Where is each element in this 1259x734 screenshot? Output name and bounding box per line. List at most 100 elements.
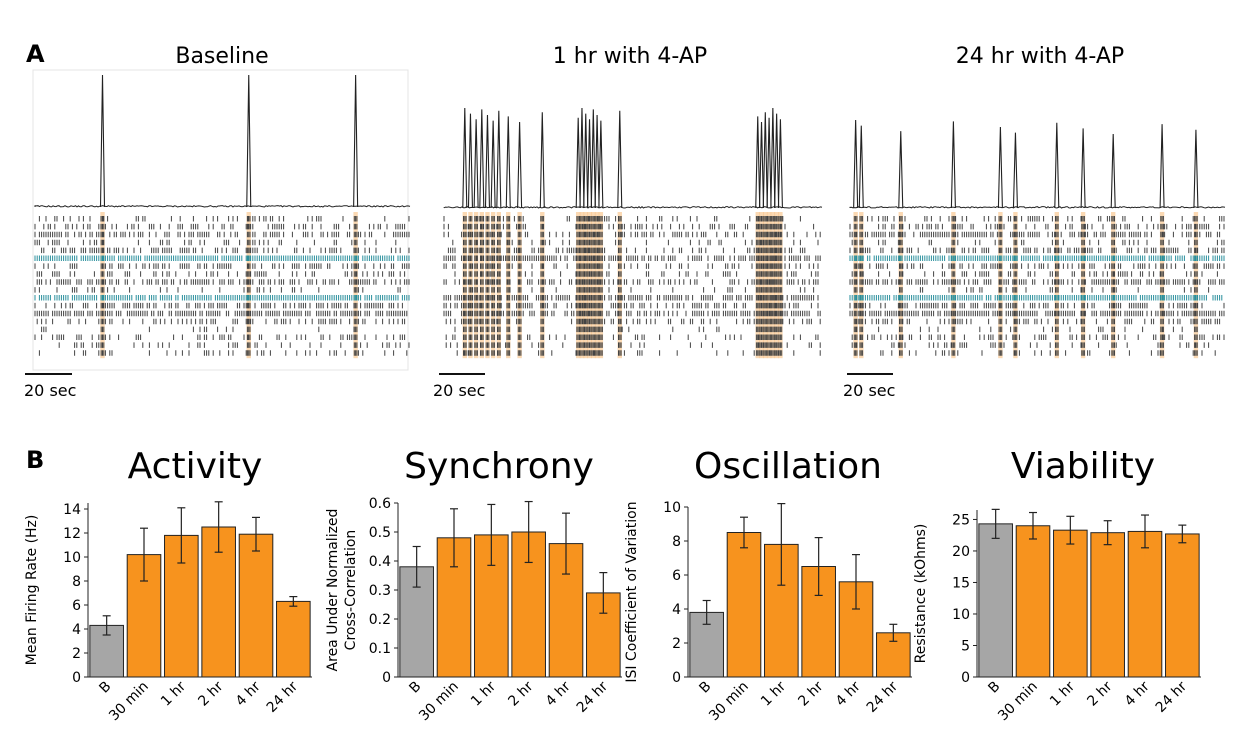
burst-highlight <box>598 212 604 359</box>
burst-highlight <box>506 212 511 359</box>
x-tick-label: 30 min <box>416 679 462 725</box>
chart-oscillation: Oscillation ISI Coefficient of Variation 0… <box>624 446 912 724</box>
burst-highlight <box>479 212 484 359</box>
burst-highlight <box>468 212 473 359</box>
chart-viability: Viability Resistance (kOhms) 0 5 10 15 20 25 B30… <box>913 446 1201 724</box>
raster-row <box>849 302 1225 309</box>
burst-highlight <box>1111 212 1116 359</box>
population-trace <box>849 205 1226 209</box>
raster-row <box>34 223 406 230</box>
burst-highlight <box>1193 212 1199 359</box>
scale-bar-label: 20 sec <box>843 381 895 400</box>
x-tick-label: 2 hr <box>505 678 536 709</box>
burst-peak <box>590 109 596 209</box>
y-tick-label: 8 <box>72 574 81 590</box>
raster-row <box>443 255 821 261</box>
y-tick-label: 0.5 <box>369 525 391 541</box>
y-tick-label: 14 <box>63 502 81 518</box>
bar-30-min <box>1015 525 1051 678</box>
x-tick-label: 2 hr <box>1084 678 1115 709</box>
burst-highlight <box>1013 212 1018 359</box>
y-tick-label: 10 <box>663 500 681 516</box>
burst-peak <box>473 119 479 209</box>
chart-title: Oscillation <box>694 446 882 487</box>
x-tick-label: 1 hr <box>158 678 189 709</box>
bar-24-hr <box>1165 533 1200 678</box>
y-tick-label: 2 <box>672 636 681 652</box>
raster-row <box>853 287 1210 293</box>
x-tick-label: 1 hr <box>758 678 789 709</box>
y-tick-label: 0 <box>672 670 681 686</box>
raster-row <box>849 279 1225 285</box>
burst-peak <box>762 112 768 209</box>
burst-peak <box>758 121 765 209</box>
raster-24hr: 24 hr with 4-AP 20 sec <box>843 44 1226 400</box>
raster-frame <box>32 69 409 371</box>
burst-highlight <box>898 212 903 359</box>
y-tick-label: 10 <box>952 607 970 623</box>
burst-highlight <box>517 212 522 359</box>
burst-peak <box>594 114 600 209</box>
burst-highlight <box>770 212 776 359</box>
y-tick-label: 0.4 <box>369 554 391 570</box>
raster-row <box>34 310 408 317</box>
raster-row <box>849 247 1225 254</box>
bar-4-hr <box>1127 530 1163 678</box>
burst-peak <box>586 119 593 209</box>
raster-row <box>34 287 401 293</box>
y-tick-label: 6 <box>72 598 81 614</box>
x-tick-label: B <box>985 679 1003 697</box>
burst-peak <box>539 112 545 209</box>
x-tick-label: 30 min <box>706 679 752 725</box>
x-tick-label: 24 hr <box>264 678 302 716</box>
burst-peak <box>1110 133 1116 209</box>
chart-title: Synchrony <box>404 446 594 487</box>
burst-highlight <box>540 212 545 359</box>
raster-row <box>34 334 406 340</box>
y-axis-label: Resistance (kOhms) <box>913 524 929 664</box>
raster-row <box>443 223 815 230</box>
x-tick-label: B <box>696 679 714 697</box>
raster-row <box>443 263 819 269</box>
raster-row <box>41 326 358 333</box>
x-tick-label: 4 hr <box>1122 678 1153 709</box>
population-trace <box>34 204 411 208</box>
burst-peak <box>997 126 1003 209</box>
burst-peak <box>755 116 761 209</box>
burst-peak <box>1080 128 1086 209</box>
burst-peak <box>517 121 523 209</box>
raster-row <box>463 287 815 293</box>
bar-2-hr <box>1090 532 1125 678</box>
burst-highlight <box>594 212 600 359</box>
raster-row <box>447 247 806 254</box>
burst-highlight <box>575 212 581 359</box>
burst-highlight <box>853 212 858 359</box>
x-tick-label: 4 hr <box>233 678 264 709</box>
raster-row <box>443 310 821 317</box>
raster-row <box>849 310 1225 317</box>
y-tick-label: 0 <box>72 670 81 686</box>
burst-peak <box>774 113 780 209</box>
raster-row <box>443 231 821 238</box>
y-tick-label: 0.3 <box>369 583 391 599</box>
panel-b-label: B <box>26 446 44 474</box>
y-tick-label: 15 <box>952 575 970 591</box>
raster-row <box>34 239 397 246</box>
burst-highlight <box>617 212 622 359</box>
y-tick-label: 20 <box>952 544 970 560</box>
x-tick-label: 4 hr <box>543 678 574 709</box>
x-tick-label: 4 hr <box>833 678 864 709</box>
raster-row <box>41 247 410 254</box>
burst-highlight <box>778 212 783 359</box>
burst-peak <box>575 117 581 209</box>
burst-peak <box>598 120 604 209</box>
raster-row <box>38 350 408 356</box>
burst-highlight <box>951 212 956 359</box>
raster-title-baseline: Baseline <box>175 44 268 69</box>
x-tick-label: 2 hr <box>795 678 826 709</box>
burst-peak <box>770 107 776 209</box>
raster-title-24hr: 24 hr with 4-AP <box>956 44 1124 69</box>
burst-peak <box>1054 122 1060 209</box>
raster-row <box>849 295 1223 301</box>
burst-highlight <box>583 212 588 359</box>
